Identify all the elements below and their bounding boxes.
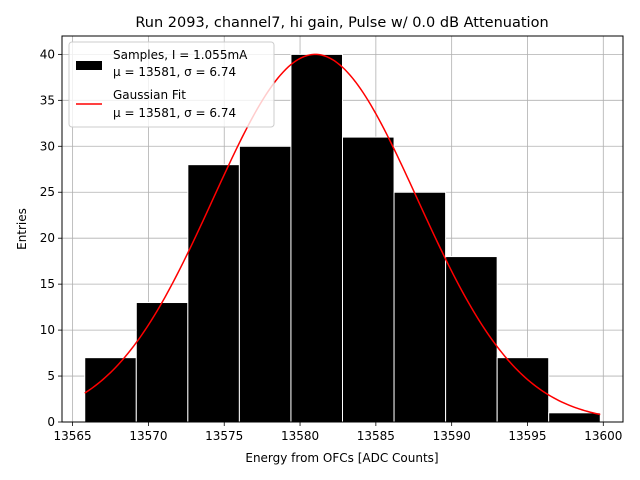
legend-samples-label: Samples, I = 1.055mA bbox=[113, 48, 248, 62]
y-tick-label: 0 bbox=[47, 415, 55, 429]
histogram-bar bbox=[445, 256, 498, 423]
x-tick-label: 13595 bbox=[508, 429, 546, 443]
y-tick-label: 10 bbox=[40, 323, 55, 337]
gaussian-fit-curve bbox=[84, 53, 601, 416]
legend-fit-stats: μ = 13581, σ = 6.74 bbox=[113, 106, 236, 120]
x-tick-label: 13600 bbox=[584, 429, 622, 443]
y-axis-label: Entries bbox=[15, 208, 29, 250]
histogram-bar bbox=[548, 412, 601, 423]
y-tick-label: 30 bbox=[40, 139, 55, 153]
chart-title: Run 2093, channel7, hi gain, Pulse w/ 0.… bbox=[135, 15, 548, 31]
y-tick-label: 40 bbox=[40, 47, 55, 61]
y-tick-label: 25 bbox=[40, 185, 55, 199]
y-tick-label: 5 bbox=[47, 369, 55, 383]
y-tick-label: 35 bbox=[40, 93, 55, 107]
y-axis-ticks: 0 5 10 15 20 25 30 35 40 bbox=[40, 47, 62, 429]
legend-fit-label: Gaussian Fit bbox=[113, 88, 186, 102]
legend-samples-stats: μ = 13581, σ = 6.74 bbox=[113, 65, 236, 79]
x-tick-label: 13585 bbox=[357, 429, 395, 443]
histogram-bar bbox=[290, 53, 343, 423]
histogram-bar bbox=[187, 164, 240, 423]
x-axis-label: Energy from OFCs [ADC Counts] bbox=[245, 451, 438, 465]
x-tick-label: 13565 bbox=[54, 429, 92, 443]
y-tick-label: 20 bbox=[40, 231, 55, 245]
legend-box bbox=[68, 41, 275, 128]
x-axis-ticks: 13565 13570 13575 13580 13585 13590 13595 13600 bbox=[54, 422, 622, 443]
x-tick-label: 13570 bbox=[129, 429, 167, 443]
x-tick-label: 13580 bbox=[281, 429, 319, 443]
axes-frame bbox=[61, 35, 624, 423]
y-tick-label: 15 bbox=[40, 277, 55, 291]
histogram-bar bbox=[135, 302, 189, 423]
histogram-bar bbox=[84, 357, 137, 423]
histogram-bar bbox=[342, 136, 395, 423]
histogram-bar bbox=[393, 191, 447, 423]
x-tick-label: 13575 bbox=[205, 429, 243, 443]
legend: Samples, I = 1.055mA μ = 13581, σ = 6.74… bbox=[68, 41, 275, 128]
histogram-bar bbox=[238, 145, 292, 423]
gaussian-fit bbox=[84, 53, 601, 416]
legend-samples-swatch bbox=[76, 61, 102, 70]
x-tick-label: 13590 bbox=[433, 429, 471, 443]
